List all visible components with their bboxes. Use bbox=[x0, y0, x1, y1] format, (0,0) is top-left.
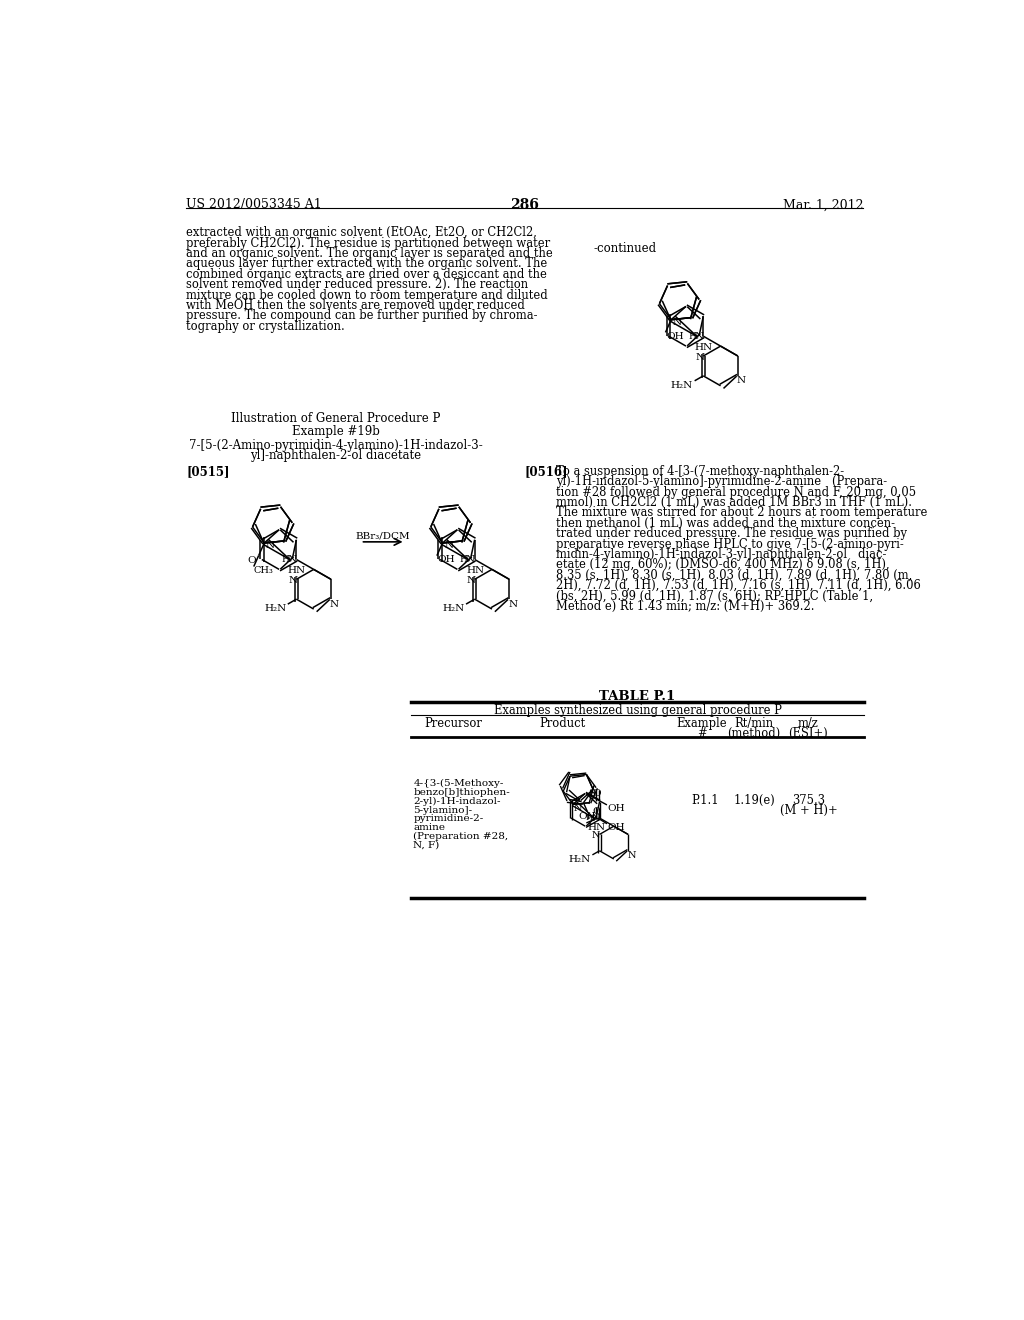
Text: OH: OH bbox=[607, 804, 626, 813]
Text: preparative reverse phase HPLC to give 7-[5-(2-amino-pyri-: preparative reverse phase HPLC to give 7… bbox=[556, 537, 903, 550]
Text: 7-[5-(2-Amino-pyrimidin-4-ylamino)-1H-indazol-3-: 7-[5-(2-Amino-pyrimidin-4-ylamino)-1H-in… bbox=[188, 438, 482, 451]
Text: HN: HN bbox=[694, 343, 713, 352]
Text: To a suspension of 4-[3-(7-methoxy-naphthalen-2-: To a suspension of 4-[3-(7-methoxy-napht… bbox=[556, 465, 844, 478]
Text: N: N bbox=[736, 376, 745, 385]
Text: Rt/min: Rt/min bbox=[734, 718, 774, 730]
Text: (ESI+): (ESI+) bbox=[788, 726, 828, 739]
Text: with MeOH then the solvents are removed under reduced: with MeOH then the solvents are removed … bbox=[186, 298, 525, 312]
Text: -continued: -continued bbox=[593, 242, 656, 255]
Text: N: N bbox=[628, 851, 636, 861]
Text: H: H bbox=[282, 556, 290, 564]
Text: (Preparation #28,: (Preparation #28, bbox=[414, 832, 508, 841]
Text: mmol) in CH2Cl2 (1 mL) was added 1M BBr3 in THF (1 mL).: mmol) in CH2Cl2 (1 mL) was added 1M BBr3… bbox=[556, 496, 911, 510]
Text: trated under reduced pressure. The residue was purified by: trated under reduced pressure. The resid… bbox=[556, 527, 907, 540]
Text: HN: HN bbox=[288, 566, 306, 576]
Text: 286: 286 bbox=[510, 198, 540, 213]
Text: N: N bbox=[673, 318, 682, 327]
Text: CH₃: CH₃ bbox=[254, 566, 273, 574]
Text: tion #28 followed by general procedure N and F, 20 mg, 0.05: tion #28 followed by general procedure N… bbox=[556, 486, 915, 499]
Text: N: N bbox=[444, 541, 454, 550]
Text: H: H bbox=[460, 556, 468, 564]
Text: OH: OH bbox=[607, 822, 626, 832]
Text: H₂N: H₂N bbox=[568, 855, 591, 863]
Text: Product: Product bbox=[539, 718, 585, 730]
Text: yl)-1H-indazol-5-ylamino]-pyrimidine-2-amine   (Prepara-: yl)-1H-indazol-5-ylamino]-pyrimidine-2-a… bbox=[556, 475, 887, 488]
Text: US 2012/0053345 A1: US 2012/0053345 A1 bbox=[186, 198, 322, 211]
Text: N: N bbox=[695, 352, 705, 362]
Text: N: N bbox=[266, 541, 275, 550]
Text: 375.3: 375.3 bbox=[792, 795, 825, 808]
Text: mixture can be cooled down to room temperature and diluted: mixture can be cooled down to room tempe… bbox=[186, 289, 548, 301]
Text: solvent removed under reduced pressure. 2). The reaction: solvent removed under reduced pressure. … bbox=[186, 279, 528, 292]
Text: m/z: m/z bbox=[798, 718, 819, 730]
Text: pyrimidine-2-: pyrimidine-2- bbox=[414, 814, 483, 824]
Text: [0516]: [0516] bbox=[524, 465, 568, 478]
Text: benzo[b]thiophen-: benzo[b]thiophen- bbox=[414, 788, 510, 797]
Text: P.1.1: P.1.1 bbox=[691, 795, 719, 808]
Text: combined organic extracts are dried over a desiccant and the: combined organic extracts are dried over… bbox=[186, 268, 547, 281]
Text: Method e) Rt 1.43 min; m/z: (M+H)+ 369.2.: Method e) Rt 1.43 min; m/z: (M+H)+ 369.2… bbox=[556, 601, 814, 612]
Text: OH: OH bbox=[667, 331, 684, 341]
Text: #: # bbox=[696, 726, 707, 739]
Text: N, F): N, F) bbox=[414, 841, 439, 850]
Text: 1.19(e): 1.19(e) bbox=[733, 795, 775, 808]
Text: 4-{3-(5-Methoxy-: 4-{3-(5-Methoxy- bbox=[414, 779, 504, 788]
Text: HN: HN bbox=[588, 824, 606, 832]
Text: 2H), 7.72 (d, 1H), 7.53 (d, 1H), 7.16 (s, 1H), 7.11 (d, 1H), 6.06: 2H), 7.72 (d, 1H), 7.53 (d, 1H), 7.16 (s… bbox=[556, 579, 921, 593]
Text: Precursor: Precursor bbox=[425, 718, 482, 730]
Text: N: N bbox=[592, 814, 600, 822]
Text: HN: HN bbox=[466, 566, 484, 576]
Text: OH: OH bbox=[579, 812, 596, 821]
Text: Mar. 1, 2012: Mar. 1, 2012 bbox=[783, 198, 863, 211]
Text: tography or crystallization.: tography or crystallization. bbox=[186, 319, 345, 333]
Text: BBr₃/DCM: BBr₃/DCM bbox=[355, 531, 411, 540]
Text: H₂N: H₂N bbox=[264, 605, 287, 612]
Text: Examples synthesized using general procedure P: Examples synthesized using general proce… bbox=[494, 705, 781, 717]
Text: etate (12 mg, 60%); (DMSO-d6, 400 MHz) δ 9.08 (s, 1H),: etate (12 mg, 60%); (DMSO-d6, 400 MHz) δ… bbox=[556, 558, 890, 572]
Text: yl]-naphthalen-2-ol diacetate: yl]-naphthalen-2-ol diacetate bbox=[250, 449, 421, 462]
Text: 2-yl)-1H-indazol-: 2-yl)-1H-indazol- bbox=[414, 797, 501, 805]
Text: preferably CH2Cl2). The residue is partitioned between water: preferably CH2Cl2). The residue is parti… bbox=[186, 236, 550, 249]
Text: H₂N: H₂N bbox=[442, 605, 465, 612]
Text: Illustration of General Procedure P: Illustration of General Procedure P bbox=[231, 412, 440, 425]
Text: amine: amine bbox=[414, 824, 445, 833]
Text: OH: OH bbox=[437, 554, 456, 564]
Text: Example #19b: Example #19b bbox=[292, 425, 380, 438]
Text: Example: Example bbox=[676, 718, 727, 730]
Text: midin-4-ylamino)-1H-indazol-3-yl]-naphthalen-2-ol   diac-: midin-4-ylamino)-1H-indazol-3-yl]-naphth… bbox=[556, 548, 886, 561]
Text: [0515]: [0515] bbox=[186, 465, 229, 478]
Text: (method): (method) bbox=[728, 726, 781, 739]
Text: then methanol (1 mL) was added and the mixture concen-: then methanol (1 mL) was added and the m… bbox=[556, 517, 895, 529]
Text: TABLE P.1: TABLE P.1 bbox=[599, 689, 676, 702]
Text: N: N bbox=[694, 331, 703, 341]
Text: 8.35 (s, 1H), 8.30 (s, 1H), 8.03 (d, 1H), 7.89 (d, 1H), 7.80 (m,: 8.35 (s, 1H), 8.30 (s, 1H), 8.03 (d, 1H)… bbox=[556, 569, 912, 582]
Text: N: N bbox=[288, 556, 297, 564]
Text: H₂N: H₂N bbox=[671, 380, 693, 389]
Text: N: N bbox=[466, 556, 475, 564]
Text: The mixture was stirred for about 2 hours at room temperature: The mixture was stirred for about 2 hour… bbox=[556, 507, 927, 520]
Text: N: N bbox=[289, 576, 298, 585]
Text: H: H bbox=[586, 814, 593, 822]
Text: (M + H)+: (M + H)+ bbox=[779, 804, 838, 817]
Text: (bs, 2H), 5.99 (d, 1H), 1.87 (s, 6H); RP-HPLC (Table 1,: (bs, 2H), 5.99 (d, 1H), 1.87 (s, 6H); RP… bbox=[556, 590, 872, 603]
Text: N: N bbox=[330, 599, 339, 609]
Text: extracted with an organic solvent (EtOAc, Et2O, or CH2Cl2,: extracted with an organic solvent (EtOAc… bbox=[186, 226, 537, 239]
Text: pressure. The compound can be further purified by chroma-: pressure. The compound can be further pu… bbox=[186, 309, 538, 322]
Text: H: H bbox=[688, 331, 696, 341]
Text: O: O bbox=[592, 789, 601, 799]
Text: O: O bbox=[248, 556, 256, 565]
Text: N: N bbox=[467, 576, 476, 585]
Text: and an organic solvent. The organic layer is separated and the: and an organic solvent. The organic laye… bbox=[186, 247, 553, 260]
Text: O: O bbox=[592, 808, 601, 816]
Text: N: N bbox=[573, 804, 583, 813]
Text: N: N bbox=[508, 599, 517, 609]
Text: aqueous layer further extracted with the organic solvent. The: aqueous layer further extracted with the… bbox=[186, 257, 548, 271]
Text: N: N bbox=[592, 830, 600, 840]
Text: S: S bbox=[588, 788, 595, 797]
Text: 5-ylamino]-: 5-ylamino]- bbox=[414, 805, 472, 814]
